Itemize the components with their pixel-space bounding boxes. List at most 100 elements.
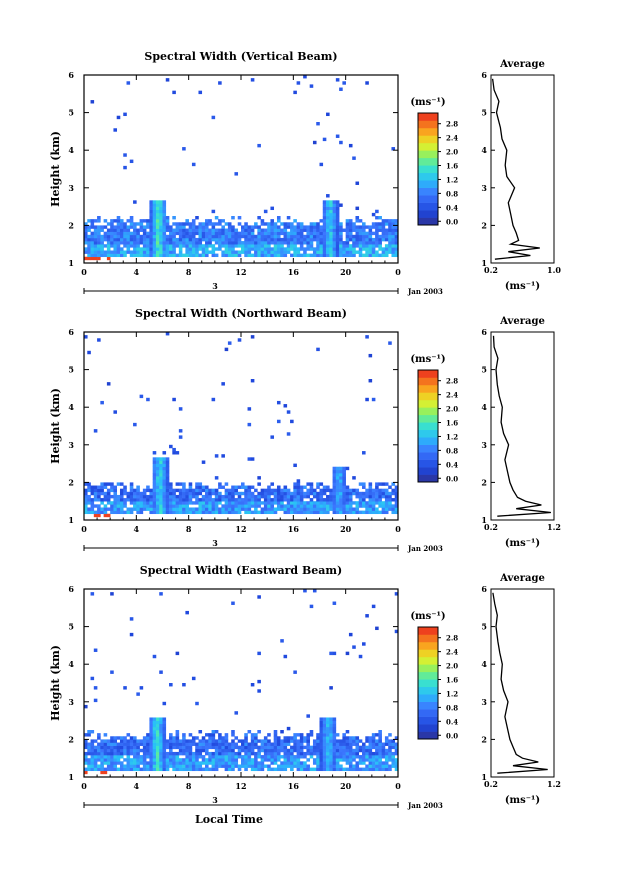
- heatmap-cell: [263, 755, 268, 759]
- heatmap-cell: [231, 751, 235, 756]
- heatmap-cell: [113, 228, 118, 232]
- heatmap-cell: [378, 758, 382, 762]
- heatmap-cell: [332, 761, 337, 765]
- heatmap-cell: [139, 228, 144, 232]
- heatmap-cell: [263, 501, 268, 505]
- x-tick-label: 8: [186, 781, 192, 791]
- heatmap-cell: [129, 494, 134, 499]
- heatmap-cell: [218, 764, 222, 768]
- y-tick-label: 2: [68, 220, 74, 230]
- heatmap-cell: [365, 501, 369, 505]
- heatmap-cell: [198, 504, 203, 508]
- heatmap-cell: [237, 491, 242, 496]
- heatmap-cell: [188, 742, 193, 746]
- colorbar-unit: (ms⁻¹): [410, 97, 445, 108]
- heatmap-cell: [116, 510, 121, 515]
- heatmap-cell: [231, 510, 235, 515]
- heatmap-cell: [371, 491, 376, 496]
- heatmap-cell: [234, 751, 239, 756]
- heatmap-cell: [309, 253, 314, 258]
- heatmap-cell: [241, 491, 245, 496]
- heatmap-cell: [211, 231, 216, 236]
- heatmap-cell: [159, 764, 163, 768]
- heatmap-cell: [276, 755, 281, 759]
- heatmap-cell: [276, 250, 281, 254]
- heatmap-cell: [103, 751, 108, 756]
- heatmap-cell: [178, 507, 183, 511]
- heatmap-cell: [352, 241, 356, 245]
- heatmap-cell: [362, 748, 366, 753]
- heatmap-cell: [93, 247, 98, 251]
- heatmap-cell: [332, 651, 337, 656]
- heatmap-cell: [322, 203, 327, 207]
- heatmap-cell: [214, 761, 219, 765]
- heatmap-cell: [159, 200, 163, 204]
- heatmap-cell: [159, 761, 163, 765]
- heatmap-cell: [309, 247, 314, 251]
- heatmap-cell: [365, 745, 369, 750]
- heatmap-cell: [97, 498, 101, 502]
- heatmap-cell: [97, 234, 101, 239]
- heatmap-cell: [342, 476, 346, 480]
- heatmap-cell: [231, 494, 235, 499]
- heatmap-cell: [169, 253, 173, 258]
- heatmap-cell: [162, 723, 167, 728]
- heatmap-cell: [365, 241, 369, 245]
- heatmap-cell: [306, 237, 310, 242]
- heatmap-cell: [254, 764, 258, 768]
- heatmap-cell: [119, 761, 124, 765]
- heatmap-cell: [254, 510, 258, 515]
- heatmap-cell: [329, 507, 333, 511]
- heatmap-cell: [159, 488, 163, 493]
- heatmap-cell: [136, 250, 140, 254]
- heatmap-cell: [355, 219, 360, 223]
- heatmap-cell: [342, 736, 346, 740]
- heatmap-cell: [283, 225, 288, 229]
- heatmap-cell: [123, 228, 127, 232]
- heatmap-cell: [280, 755, 284, 759]
- heatmap-cell: [316, 736, 320, 740]
- heatmap-cell: [139, 510, 144, 515]
- heatmap-cell: [116, 225, 121, 229]
- heatmap-cell: [384, 736, 389, 740]
- heatmap-cell: [339, 479, 343, 483]
- heatmap-cell: [110, 592, 114, 596]
- heatmap-cell: [155, 504, 160, 508]
- heatmap-cell: [178, 429, 183, 433]
- heatmap-cell: [84, 761, 88, 765]
- heatmap-cell: [286, 755, 291, 759]
- heatmap-cell: [241, 501, 245, 505]
- heatmap-cell: [205, 758, 209, 762]
- heatmap-cell: [273, 501, 278, 505]
- heatmap-cell: [149, 717, 153, 721]
- heatmap-cell: [257, 595, 261, 599]
- heatmap-cell: [306, 742, 310, 746]
- heatmap-cell: [371, 494, 376, 499]
- heatmap-cell: [149, 767, 153, 772]
- heatmap-cell: [162, 720, 167, 725]
- heatmap-cell: [260, 739, 265, 743]
- heatmap-cell: [332, 473, 337, 477]
- y-tick-label: 3: [68, 183, 74, 193]
- heatmap-cell: [116, 216, 121, 220]
- heatmap-cell: [254, 736, 258, 740]
- heatmap-cell: [391, 225, 396, 229]
- heatmap-cell: [378, 748, 382, 753]
- heatmap-cell: [329, 745, 333, 750]
- heatmap-cell: [250, 457, 255, 461]
- heatmap-cell: [384, 253, 389, 258]
- heatmap-cell: [178, 501, 183, 505]
- heatmap-cell: [293, 761, 297, 765]
- average-y-tick-label: 5: [481, 365, 487, 375]
- heatmap-cell: [306, 491, 310, 496]
- heatmap-cell: [348, 244, 353, 248]
- heatmap-cell: [208, 498, 212, 502]
- heatmap-cell: [241, 482, 245, 486]
- heatmap-cell: [201, 228, 206, 232]
- heatmap-cell: [335, 241, 340, 245]
- heatmap-cell: [362, 745, 366, 750]
- heatmap-cell: [332, 212, 337, 217]
- heatmap-cell: [218, 758, 222, 762]
- heatmap-cell: [100, 507, 104, 511]
